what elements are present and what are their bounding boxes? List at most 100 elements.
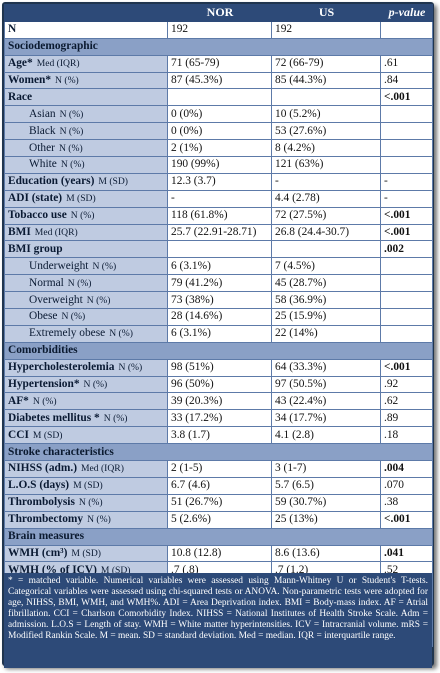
value-p: - [380, 189, 433, 208]
row-label-cell: Normal N (%) [4, 274, 168, 293]
row-label: Hypertension* [8, 378, 80, 391]
table-row: Age* Med (IQR) 71 (65-79) 72 (66-79) .61 [4, 54, 433, 73]
value-us: 4.1 (2.8) [271, 426, 381, 445]
row-unit: M (SD) [32, 429, 63, 441]
table-row: Black N (%) 0 (0%) 53 (27.6%) [4, 122, 433, 141]
table-row: AF* N (%) 39 (20.3%) 43 (22.4%) .62 [4, 392, 433, 411]
value-us: 58 (36.9%) [271, 291, 381, 310]
row-label: BMI group [8, 242, 63, 255]
row-unit: Med (IQR) [36, 58, 80, 70]
table-row: L.O.S (days) M (SD) 6.7 (4.6) 5.7 (6.5) .070 [4, 476, 433, 495]
value-p [380, 274, 433, 293]
value-p [380, 324, 433, 343]
row-label: Education (years) [8, 175, 95, 188]
value-p [380, 156, 433, 174]
row-label: L.O.S (days) [8, 479, 70, 492]
footnote: * = matched variable. Numerical variable… [4, 573, 432, 668]
value-us: 5.7 (6.5) [271, 476, 381, 495]
row-unit: N (%) [87, 514, 111, 526]
row-label: Underweight [29, 259, 89, 272]
n-us: 192 [271, 20, 381, 39]
row-unit: M (SD) [73, 480, 103, 492]
value-us: 8.6 (13.6) [271, 544, 381, 563]
row-label: ADI (state) [8, 192, 63, 205]
value-nor: 0 (0%) [167, 105, 272, 124]
row-label: Thrombolysis [8, 496, 75, 509]
table-row: Underweight N (%) 6 (3.1%) 7 (4.5%) [4, 257, 433, 276]
row-label-cell: Obese N (%) [4, 308, 168, 326]
value-p: .041 [380, 544, 433, 563]
row-label-cell: Tobacco use N (%) [4, 206, 168, 225]
value-nor: 12.3 (3.7) [167, 172, 272, 191]
value-nor: 51 (26.7%) [167, 493, 272, 512]
row-label: Other [29, 141, 55, 154]
row-unit: N (%) [70, 210, 95, 222]
value-p: .070 [380, 476, 433, 495]
value-nor: 87 (45.3%) [167, 71, 272, 90]
row-unit: N (%) [55, 75, 79, 86]
value-us: - [271, 172, 381, 191]
header-cell-blank [4, 4, 168, 22]
row-label: CCI [8, 428, 29, 441]
n-label: N [4, 20, 168, 39]
row-label-cell: Education (years) M (SD) [4, 172, 168, 191]
value-us: 53 (27.6%) [271, 122, 381, 141]
row-label: AF* [8, 394, 29, 407]
row-unit: N (%) [60, 159, 85, 171]
value-nor [167, 240, 272, 259]
value-us: 8 (4.2%) [271, 139, 381, 158]
table-row: White N (%) 190 (99%) 121 (63%) [4, 156, 433, 174]
row-label-cell: Diabetes mellitus * N (%) [4, 409, 168, 428]
table-row: Education (years) M (SD) 12.3 (3.7) - - [4, 172, 433, 191]
row-label: WMH (cm³) [8, 546, 68, 559]
value-nor: 79 (41.2%) [167, 274, 272, 293]
table-row: WMH (cm³) M (SD) 10.8 (12.8) 8.6 (13.6) .041 [4, 544, 433, 563]
value-nor: 6 (3.1%) [167, 324, 272, 343]
row-label: Asian [29, 107, 56, 120]
value-p: <.001 [380, 206, 433, 225]
table-row: Extremely obese N (%) 6 (3.1%) 22 (14%) [4, 324, 433, 343]
n-row: N 192 192 [4, 20, 433, 39]
value-nor: 25.7 (22.91-28.71) [167, 223, 272, 242]
table-row: Women* N (%) 87 (45.3%) 85 (44.3%) .84 [4, 71, 433, 90]
value-us [271, 240, 381, 259]
row-unit: N (%) [109, 328, 133, 340]
row-label: Extremely obese [29, 327, 106, 340]
row-label-cell: Thrombectomy N (%) [4, 510, 168, 529]
row-unit: N (%) [118, 362, 143, 374]
value-us: 34 (17.7%) [271, 409, 381, 428]
value-p: <.001 [380, 358, 433, 377]
header-cell-us: US [271, 4, 381, 22]
table-row: Hypercholesterolemia N (%) 98 (51%) 64 (33.… [4, 358, 433, 377]
header-cell-pvalue: p-value [380, 4, 433, 22]
value-p: <.001 [380, 223, 433, 242]
row-unit: M (SD) [100, 564, 131, 576]
value-p [380, 291, 433, 310]
value-nor: 71 (65-79) [167, 54, 272, 73]
value-p: .84 [380, 71, 433, 90]
row-label: BMI [8, 226, 31, 239]
section-title: Brain measures [4, 527, 433, 546]
section-title: Stroke characteristics [4, 443, 433, 462]
value-nor: 5 (2.6%) [167, 510, 272, 529]
table-row: Obese N (%) 28 (14.6%) 25 (15.9%) [4, 308, 433, 326]
value-us: 43 (22.4%) [271, 392, 381, 411]
value-nor: 10.8 (12.8) [167, 544, 272, 563]
value-nor: 3.8 (1.7) [167, 426, 272, 445]
value-p [380, 105, 433, 124]
header-cell-nor: NOR [167, 4, 272, 22]
table-row: ADI (state) M (SD) -4.4 (2.78) - [4, 189, 433, 208]
value-us: 64 (33.3%) [271, 358, 381, 377]
n-nor: 192 [167, 20, 272, 39]
row-label-cell: WMH (cm³) M (SD) [4, 544, 168, 563]
row-unit: N (%) [103, 412, 128, 424]
value-nor: 39 (20.3%) [167, 392, 272, 411]
row-label: Tobacco use [8, 209, 67, 222]
row-label: Women* [8, 74, 52, 86]
row-unit: M (SD) [66, 193, 96, 205]
value-us: 72 (66-79) [271, 54, 381, 73]
row-unit: M (SD) [98, 176, 128, 188]
row-label: Overweight [29, 293, 83, 306]
table-row: Thrombectomy N (%) 5 (2.6%) 25 (13%) <.001 [4, 510, 433, 529]
